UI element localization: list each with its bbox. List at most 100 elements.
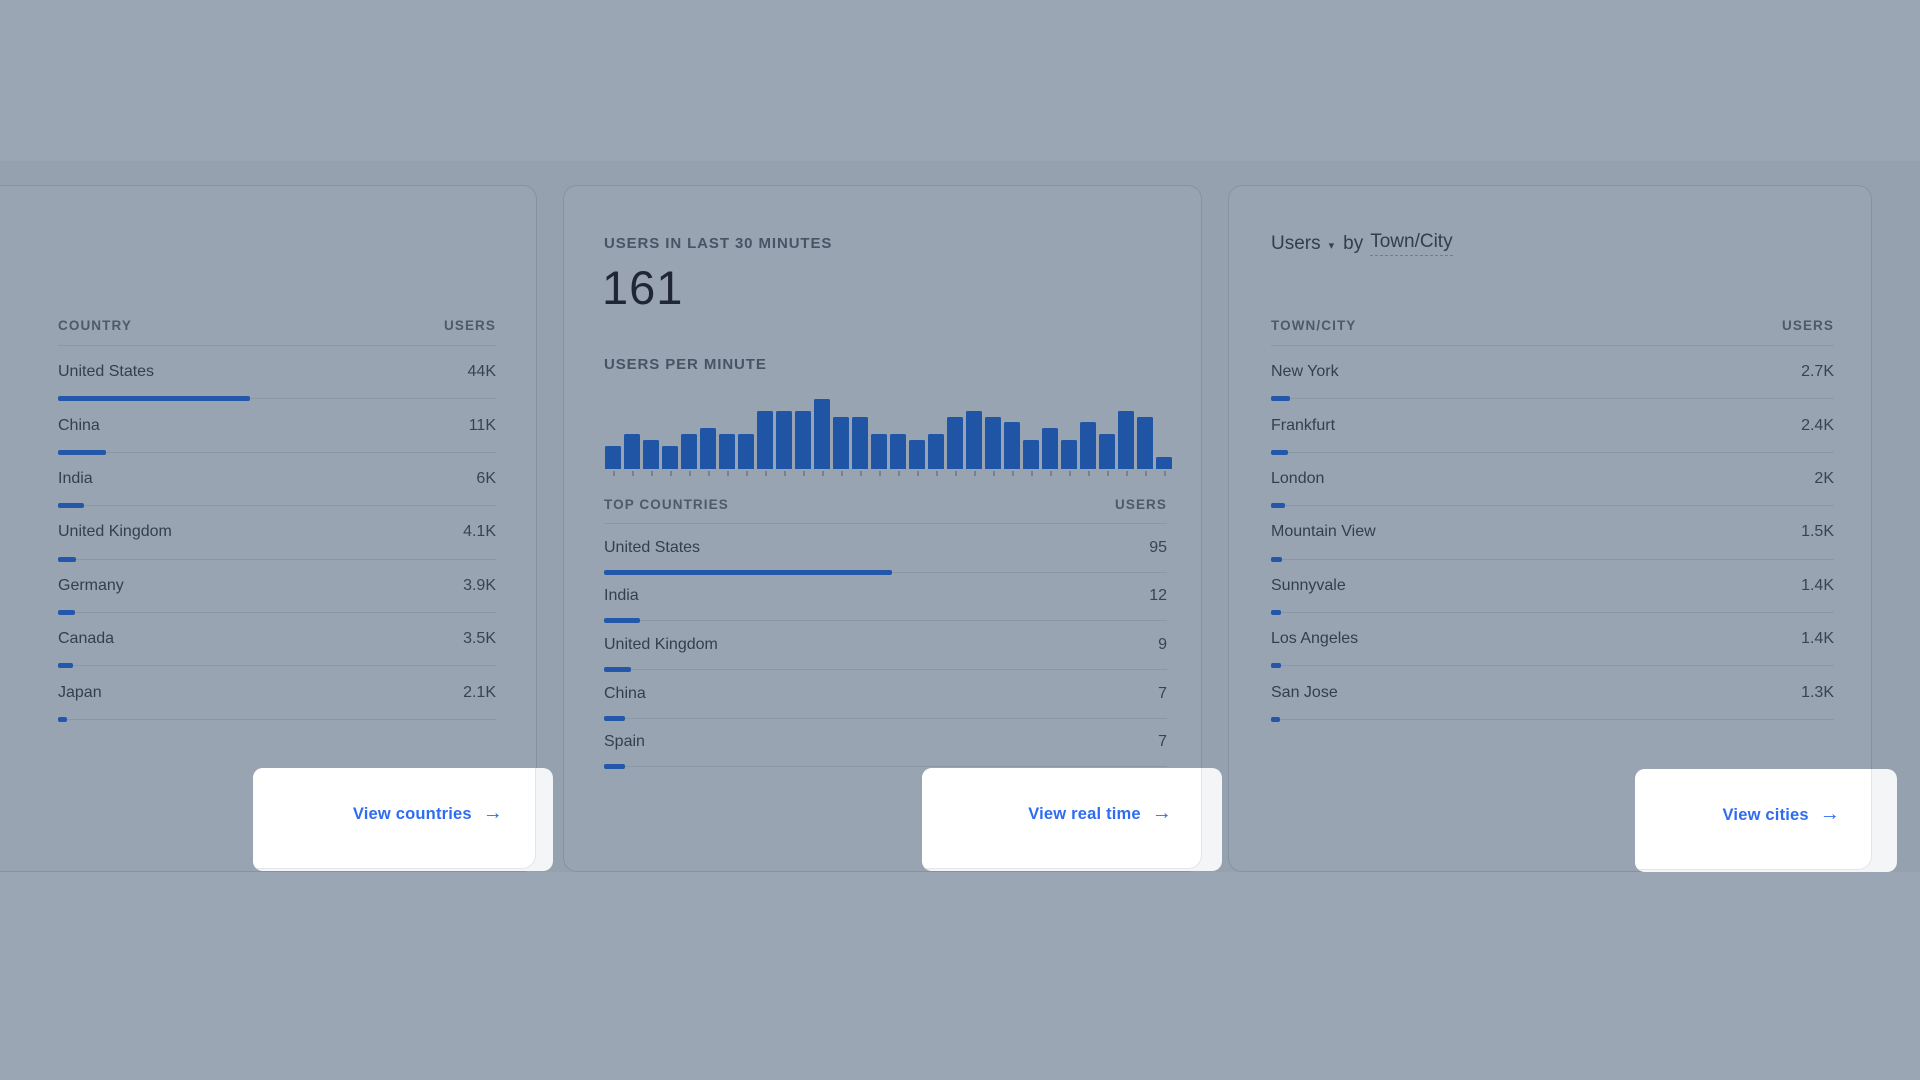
arrow-right-icon: → — [1151, 802, 1172, 824]
metric-dropdown[interactable]: Users — [1271, 232, 1321, 254]
row-label: India — [604, 587, 639, 605]
chart-bar — [985, 416, 1001, 476]
countries-table-header: COUNTRY USERS — [58, 306, 496, 346]
chart-bar — [1099, 434, 1115, 476]
table-row: China 7 — [604, 670, 1167, 721]
title-connector: by — [1343, 232, 1364, 254]
row-progress-bar — [1271, 716, 1281, 722]
row-value: 9 — [1158, 636, 1167, 654]
row-label: United States — [58, 363, 155, 381]
row-label: Mountain View — [1271, 523, 1376, 541]
row-label: India — [58, 469, 93, 487]
cities-table-header: TOWN/CITY USERS — [1271, 306, 1834, 346]
card-users-by-city: Users ▾ by Town/City TOWN/CITY USERS New… — [1228, 185, 1872, 872]
chart-bar — [1118, 410, 1134, 477]
table-row: China 11K — [58, 399, 496, 455]
view-cities-label: View cities — [1722, 805, 1809, 824]
row-label: Canada — [58, 630, 115, 648]
spotlight-view-countries: View countries → — [253, 768, 553, 871]
chevron-down-icon[interactable]: ▾ — [1328, 239, 1335, 252]
column-header-users: USERS — [1781, 318, 1834, 333]
users-per-minute-bar-chart — [605, 399, 1175, 477]
row-label: Sunnyvale — [1271, 576, 1346, 594]
chart-bar — [1023, 439, 1039, 477]
chart-bar — [662, 445, 678, 477]
row-progress-bar — [58, 396, 250, 402]
users-per-minute-label: USERS PER MINUTE — [604, 356, 767, 373]
column-header-country: COUNTRY — [58, 318, 132, 333]
row-progress-bar — [1271, 663, 1281, 669]
top-countries-table: TOP COUNTRIES USERS United States 95 India… — [604, 486, 1167, 770]
row-value: 12 — [1149, 587, 1167, 605]
row-value: 7 — [1158, 684, 1167, 702]
table-row: Mountain View 1.5K — [1271, 506, 1834, 562]
chart-bar — [928, 434, 944, 476]
users-last-30min-value: 161 — [602, 261, 684, 314]
chart-bar — [1137, 416, 1153, 476]
table-row: India 12 — [604, 573, 1167, 624]
column-header-users: USERS — [443, 318, 496, 333]
chart-bar — [1080, 422, 1096, 476]
row-value: 6K — [476, 469, 496, 487]
chart-bar — [719, 434, 735, 476]
table-row: San Jose 1.3K — [1271, 666, 1834, 722]
arrow-right-icon: → — [1819, 803, 1840, 825]
row-progress-bar — [58, 716, 68, 722]
arrow-right-icon: → — [482, 802, 503, 824]
card-users-by-country: COUNTRY USERS United States 44K China 11K In… — [0, 185, 537, 872]
row-progress-bar — [58, 663, 74, 669]
table-row: India 6K — [58, 453, 496, 509]
chart-bar — [700, 428, 716, 476]
row-label: London — [1271, 469, 1325, 487]
top-countries-table-rows: United States 95 India 12 United Kingdom 9 Chi… — [604, 524, 1167, 770]
row-progress-bar — [1271, 449, 1288, 455]
table-row: Canada 3.5K — [58, 613, 496, 669]
row-progress-bar — [604, 569, 892, 575]
chart-bar — [757, 410, 773, 477]
chart-bar — [776, 410, 792, 477]
row-label: United Kingdom — [58, 523, 172, 541]
spotlight-view-real-time: View real time → — [922, 768, 1222, 871]
row-progress-bar — [604, 715, 626, 721]
chart-bar — [795, 410, 811, 477]
row-label: Germany — [58, 576, 124, 594]
spotlight-view-cities: View cities → — [1635, 769, 1897, 872]
countries-table-rows: United States 44K China 11K India 6K United Ki… — [58, 346, 496, 722]
row-value: 2.7K — [1801, 363, 1834, 381]
row-label: Japan — [58, 683, 102, 701]
row-progress-bar — [1271, 503, 1286, 509]
table-row: New York 2.7K — [1271, 346, 1834, 402]
row-progress-bar — [1271, 609, 1281, 615]
table-row: Germany 3.9K — [58, 560, 496, 615]
card-realtime-users: USERS IN LAST 30 MINUTES 161 USERS PER M… — [563, 185, 1202, 872]
row-label: Spain — [604, 733, 645, 751]
row-progress-bar — [58, 556, 76, 562]
row-progress-bar — [58, 609, 75, 615]
row-value: 1.4K — [1801, 576, 1834, 594]
view-countries-link[interactable]: View countries → — [353, 792, 503, 836]
chart-bar — [833, 416, 849, 476]
chart-bar — [966, 410, 982, 477]
table-row: United States 44K — [58, 346, 496, 402]
chart-bar — [1042, 428, 1058, 476]
dimension-selector[interactable]: Town/City — [1370, 231, 1453, 256]
row-value: 1.5K — [1801, 523, 1834, 541]
row-value: 44K — [467, 363, 496, 381]
top-countries-table-header: TOP COUNTRIES USERS — [604, 486, 1167, 524]
cities-table: TOWN/CITY USERS New York 2.7K Frankfurt 2.4… — [1271, 306, 1834, 722]
table-row: Sunnyvale 1.4K — [1271, 560, 1834, 615]
row-value: 1.4K — [1801, 630, 1834, 648]
view-real-time-link[interactable]: View real time → — [1028, 792, 1172, 836]
table-row: Los Angeles 1.4K — [1271, 613, 1834, 669]
row-label: United States — [604, 538, 701, 556]
view-cities-link[interactable]: View cities → — [1723, 793, 1840, 837]
row-progress-bar — [604, 666, 632, 672]
row-value: 4.1K — [463, 523, 496, 541]
chart-bar — [852, 416, 868, 476]
chart-bar — [681, 434, 697, 476]
row-value: 2.1K — [463, 683, 496, 701]
row-label: Los Angeles — [1271, 630, 1359, 648]
row-label: Frankfurt — [1271, 416, 1336, 434]
table-row: Japan 2.1K — [58, 666, 496, 722]
table-row: United Kingdom 9 — [604, 621, 1167, 672]
